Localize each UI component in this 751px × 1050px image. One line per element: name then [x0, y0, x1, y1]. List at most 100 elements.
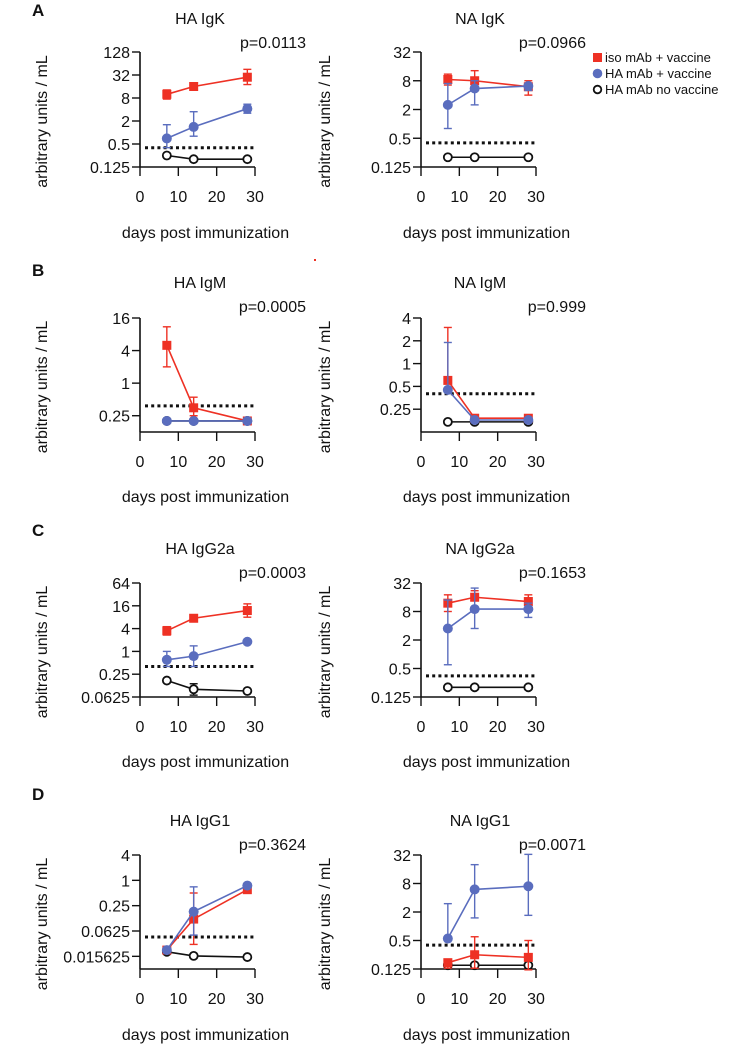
- data-point-circle: [188, 906, 199, 917]
- data-point-open-circle: [188, 950, 199, 961]
- data-point-circle: [161, 133, 172, 144]
- data-point-circle: [161, 415, 172, 426]
- data-point-circle: [523, 881, 534, 892]
- y-tick-label: 32: [112, 68, 130, 85]
- panel-ha-igm: HA IgM p=0.0005 arbitrary units / mL days p…: [34, 275, 306, 506]
- panel-letter: C: [32, 521, 44, 540]
- x-tick-label: 20: [208, 454, 226, 471]
- chart-title: NA IgG1: [450, 813, 511, 830]
- x-tick-label: 0: [417, 454, 426, 471]
- legend-open-circle-icon: [592, 84, 603, 95]
- y-tick-label: 4: [121, 848, 130, 865]
- x-tick-label: 10: [169, 991, 187, 1008]
- y-axis-label: arbitrary units / mL: [317, 586, 334, 719]
- chart-title: HA IgK: [175, 11, 225, 28]
- y-tick-label: 2: [402, 334, 411, 351]
- x-tick-label: 0: [136, 719, 145, 736]
- y-tick-label: 0.125: [371, 962, 411, 979]
- series-line: [166, 609, 248, 632]
- series-line: [447, 953, 529, 964]
- data-point-open-circle: [523, 682, 534, 693]
- series-line: [166, 107, 248, 140]
- data-point-circle: [469, 83, 480, 94]
- data-point-open-circle: [188, 684, 199, 695]
- y-tick-label: 0.015625: [63, 949, 130, 966]
- x-tick-label: 20: [208, 719, 226, 736]
- x-axis-label: days post immunization: [122, 489, 289, 506]
- p-value: p=0.1653: [519, 565, 586, 582]
- data-point-circle: [469, 604, 480, 615]
- panel-letter: A: [32, 1, 44, 20]
- data-point-circle: [523, 415, 534, 426]
- y-tick-label: 8: [121, 91, 130, 108]
- y-tick-label: 1: [121, 644, 130, 661]
- series-line: [166, 76, 248, 96]
- x-tick-label: 30: [246, 189, 264, 206]
- legend-label: HA mAb no vaccine: [605, 82, 718, 97]
- data-point-open-circle: [242, 154, 253, 165]
- y-axis-label: arbitrary units / mL: [34, 858, 51, 991]
- chart-title: HA IgG1: [170, 813, 231, 830]
- p-value: p=0.3624: [239, 837, 306, 854]
- data-point-open-circle: [242, 952, 253, 962]
- legend-square-icon: [593, 53, 602, 62]
- data-point-square: [189, 613, 199, 623]
- data-point-open-circle: [523, 152, 534, 163]
- y-tick-label: 0.25: [99, 899, 130, 916]
- data-point-circle: [523, 81, 534, 92]
- series-line: [166, 345, 248, 422]
- y-axis-label: arbitrary units / mL: [34, 321, 51, 454]
- data-point-square: [470, 950, 480, 960]
- stray-mark: [314, 259, 316, 261]
- y-tick-label: 2: [402, 103, 411, 120]
- x-axis-label: days post immunization: [403, 1027, 570, 1044]
- y-tick-label: 0.5: [389, 934, 411, 951]
- data-point-open-circle: [469, 152, 480, 163]
- data-point-circle: [242, 103, 253, 114]
- data-point-square: [242, 606, 252, 616]
- data-point-square: [189, 403, 199, 413]
- y-tick-label: 1: [121, 376, 130, 393]
- series-line: [447, 596, 529, 604]
- y-axis-label: arbitrary units / mL: [317, 55, 334, 188]
- y-axis-label: arbitrary units / mL: [34, 586, 51, 719]
- x-tick-label: 30: [527, 189, 545, 206]
- x-tick-label: 0: [136, 189, 145, 206]
- series-line: [447, 85, 529, 106]
- series-line: [447, 885, 529, 939]
- y-tick-label: 0.25: [99, 409, 130, 426]
- chart-title: NA IgG2a: [445, 541, 514, 558]
- x-axis-label: days post immunization: [403, 489, 570, 506]
- series-line: [447, 78, 529, 88]
- series-line: [447, 379, 529, 420]
- y-tick-label: 4: [121, 622, 130, 639]
- y-tick-label: 8: [402, 74, 411, 91]
- y-tick-label: 64: [112, 576, 130, 593]
- y-tick-label: 1: [402, 357, 411, 374]
- panel-letter: D: [32, 785, 44, 804]
- p-value: p=0.0113: [240, 35, 306, 52]
- x-tick-label: 10: [169, 189, 187, 206]
- x-tick-label: 0: [417, 189, 426, 206]
- y-tick-label: 16: [112, 599, 130, 616]
- y-axis-label: arbitrary units / mL: [34, 55, 51, 188]
- x-axis-label: days post immunization: [403, 225, 570, 242]
- panel-ha-igk: HA IgK p=0.0113 arbitrary units / mL days p…: [34, 11, 306, 242]
- data-point-open-circle: [161, 675, 172, 686]
- panel-letter: B: [32, 261, 44, 280]
- data-point-open-circle: [469, 682, 480, 693]
- series-line: [166, 888, 248, 951]
- y-tick-label: 32: [393, 848, 411, 865]
- data-point-open-circle: [161, 150, 172, 161]
- panel-na-igk: NA IgK p=0.0966 arbitrary units / mL days p…: [317, 11, 586, 242]
- y-tick-label: 128: [103, 45, 130, 62]
- data-point-circle: [523, 604, 534, 615]
- x-tick-label: 30: [527, 454, 545, 471]
- p-value: p=0.0071: [519, 837, 586, 854]
- y-tick-label: 1: [121, 873, 130, 890]
- chart-title: NA IgK: [455, 11, 505, 28]
- data-point-circle: [188, 415, 199, 426]
- data-point-square: [162, 89, 172, 99]
- y-tick-label: 0.0625: [81, 690, 130, 707]
